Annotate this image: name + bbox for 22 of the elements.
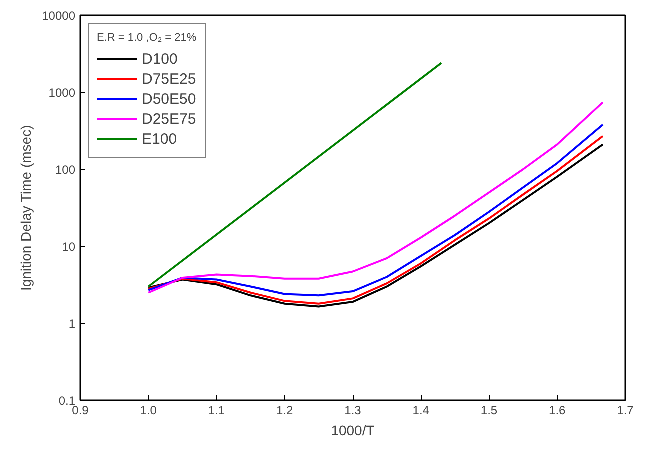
x-tick-label: 0.9 <box>72 404 90 418</box>
legend-label: D75E25 <box>142 70 196 88</box>
x-tick-label: 1.4 <box>412 404 430 418</box>
legend-label: E100 <box>142 130 178 148</box>
y-tick-label: 1000 <box>48 86 76 100</box>
x-tick-label: 1.0 <box>140 404 158 418</box>
legend-label: D100 <box>142 50 178 68</box>
x-tick-label: 1.1 <box>208 404 226 418</box>
x-tick-label: 1.3 <box>344 404 362 418</box>
legend-label: D25E75 <box>142 110 196 128</box>
y-tick-label: 10000 <box>42 9 76 23</box>
x-tick-label: 1.7 <box>617 404 634 418</box>
x-tick-label: 1.5 <box>480 404 498 418</box>
legend-title: E.R = 1.0 ,O₂ = 21% <box>97 32 197 44</box>
y-tick-label: 10 <box>62 240 76 254</box>
y-tick-label: 100 <box>55 163 76 177</box>
x-tick-label: 1.2 <box>276 404 294 418</box>
x-tick-label: 1.6 <box>549 404 566 418</box>
y-tick-label: 1 <box>68 317 76 331</box>
legend-label: D50E50 <box>142 90 196 108</box>
y-axis-title: Ignition Delay Time (msec) <box>18 125 34 291</box>
x-axis-title: 1000/T <box>331 422 376 438</box>
